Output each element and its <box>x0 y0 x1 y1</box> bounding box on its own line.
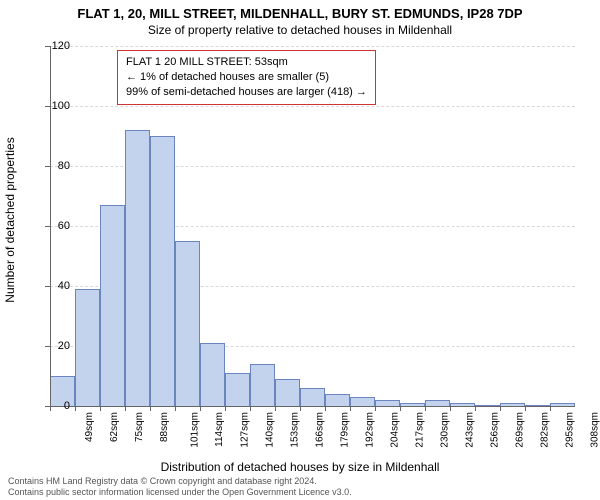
x-tick-label: 269sqm <box>515 412 526 448</box>
x-tick-label: 62sqm <box>109 412 120 442</box>
x-tick-label: 308sqm <box>590 412 600 448</box>
x-tick-label: 243sqm <box>465 412 476 448</box>
x-tick-label: 282sqm <box>540 412 551 448</box>
y-tick-label: 120 <box>42 40 70 52</box>
annotation-line: FLAT 1 20 MILL STREET: 53sqm <box>126 55 367 70</box>
y-tick-label: 80 <box>42 160 70 172</box>
chart-container: FLAT 1, 20, MILL STREET, MILDENHALL, BUR… <box>0 0 600 500</box>
gridline <box>50 106 575 107</box>
y-tick-label: 60 <box>42 220 70 232</box>
x-axis-label: Distribution of detached houses by size … <box>0 460 600 474</box>
x-tick-label: 127sqm <box>240 412 251 448</box>
histogram-bar <box>175 241 199 406</box>
subtitle: Size of property relative to detached ho… <box>0 21 600 37</box>
histogram-bar <box>300 388 324 406</box>
footer: Contains HM Land Registry data © Crown c… <box>8 476 592 498</box>
footer-line: Contains HM Land Registry data © Crown c… <box>8 476 592 487</box>
x-tick-label: 179sqm <box>340 412 351 448</box>
histogram-bar <box>100 205 124 406</box>
histogram-bar <box>150 136 174 406</box>
histogram-bar <box>200 343 224 406</box>
plot-area: FLAT 1 20 MILL STREET: 53sqm ← 1% of det… <box>50 46 575 406</box>
histogram-bar <box>225 373 249 406</box>
x-tick-label: 140sqm <box>265 412 276 448</box>
annotation-line: 99% of semi-detached houses are larger (… <box>126 85 367 100</box>
x-tick-label: 230sqm <box>440 412 451 448</box>
x-tick-label: 153sqm <box>290 412 301 448</box>
y-tick-label: 0 <box>42 400 70 412</box>
histogram-bar <box>325 394 349 406</box>
x-tick-label: 166sqm <box>315 412 326 448</box>
footer-line: Contains public sector information licen… <box>8 487 592 498</box>
y-tick-label: 40 <box>42 280 70 292</box>
y-tick-label: 100 <box>42 100 70 112</box>
x-tick-label: 256sqm <box>490 412 501 448</box>
main-title: FLAT 1, 20, MILL STREET, MILDENHALL, BUR… <box>0 0 600 21</box>
histogram-bar <box>125 130 149 406</box>
x-tick-label: 75sqm <box>134 412 145 442</box>
y-axis-label: Number of detached properties <box>3 137 17 302</box>
annotation-box: FLAT 1 20 MILL STREET: 53sqm ← 1% of det… <box>117 50 376 105</box>
y-tick-label: 20 <box>42 340 70 352</box>
gridline <box>50 46 575 47</box>
x-tick-label: 88sqm <box>159 412 170 442</box>
histogram-bar <box>250 364 274 406</box>
histogram-bar <box>350 397 374 406</box>
annotation-line: ← 1% of detached houses are smaller (5) <box>126 70 367 85</box>
x-axis-line <box>50 406 575 407</box>
x-tick-label: 217sqm <box>415 412 426 448</box>
x-tick-label: 49sqm <box>84 412 95 442</box>
x-tick-label: 101sqm <box>190 412 201 448</box>
x-tick-label: 295sqm <box>565 412 576 448</box>
histogram-bar <box>75 289 99 406</box>
x-tick-label: 192sqm <box>365 412 376 448</box>
x-tick-label: 204sqm <box>390 412 401 448</box>
x-tick-label: 114sqm <box>214 412 225 447</box>
histogram-bar <box>275 379 299 406</box>
